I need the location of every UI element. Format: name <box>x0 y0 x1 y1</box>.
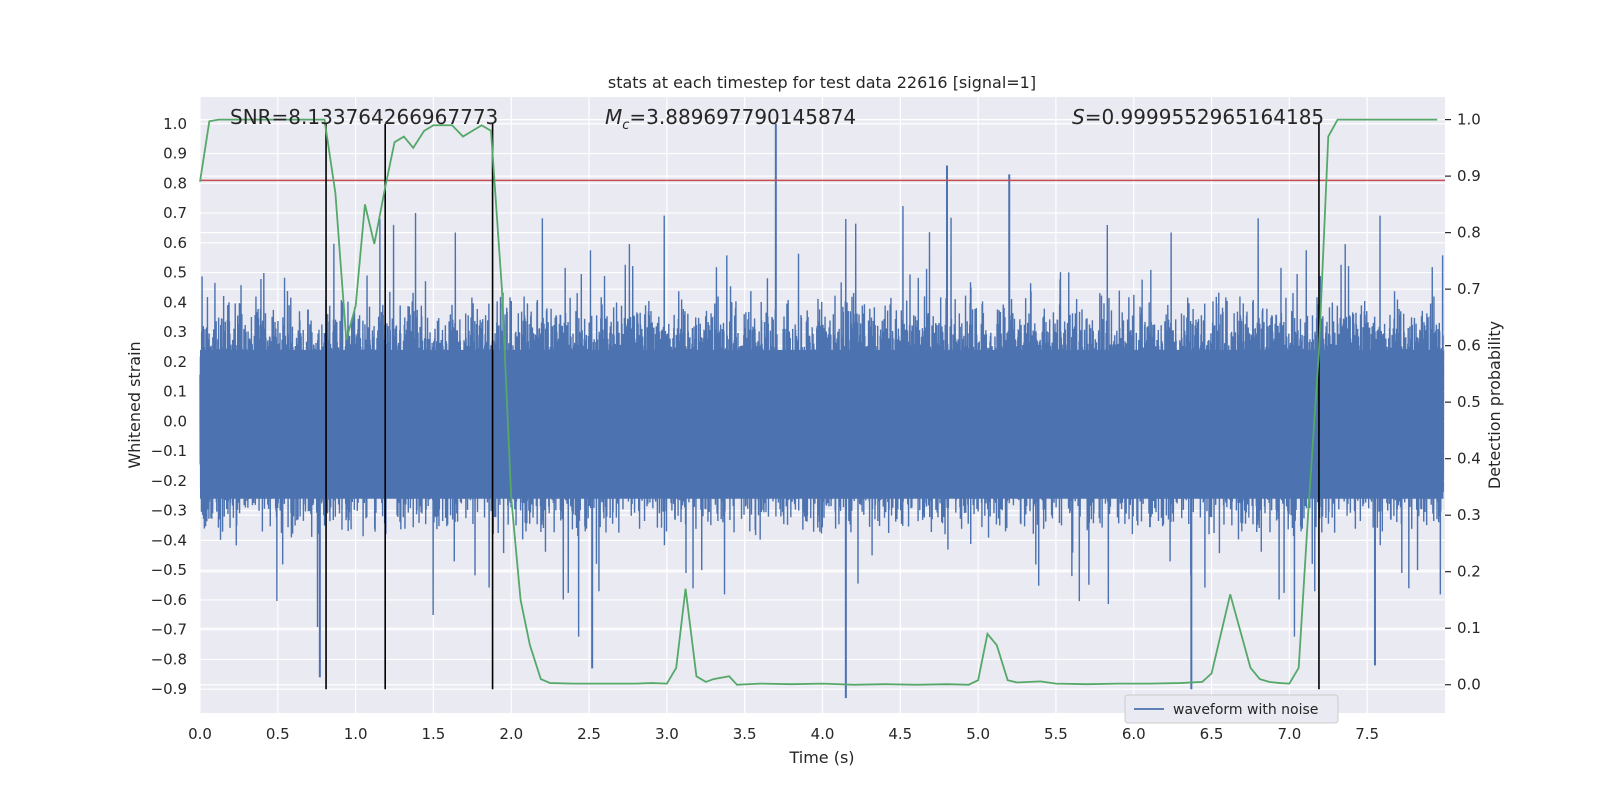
snr-annotation: SNR=8.133764266967773 <box>230 105 498 129</box>
waveform-core <box>200 349 1444 499</box>
x-tick-label-2: 1.0 <box>344 725 368 743</box>
y-left-tick-label-13: −0.3 <box>151 502 187 520</box>
x-tick-label-7: 3.5 <box>733 725 757 743</box>
y-left-tick-label-6: 0.4 <box>163 293 187 311</box>
x-tick-label-1: 0.5 <box>266 725 290 743</box>
y-right-tick-label-8: 0.2 <box>1457 563 1481 581</box>
s-symbol: S <box>1072 105 1085 129</box>
y-left-tick-label-10: 0.0 <box>163 412 187 430</box>
y-right-tick-label-5: 0.5 <box>1457 393 1481 411</box>
chirp-mass-annotation: Mc=3.889697790145874 <box>605 105 856 133</box>
y-left-tick-label-11: −0.1 <box>151 442 187 460</box>
y-left-tick-label-7: 0.3 <box>163 323 187 341</box>
x-tick-label-0: 0.0 <box>188 725 212 743</box>
x-axis-ticks: 0.0 0.5 1.0 1.5 2.0 2.5 3.0 3.5 4.0 4.5 5.0 5.5 6.0 6… <box>188 725 1379 743</box>
y-right-tick-label-4: 0.6 <box>1457 337 1481 355</box>
y-right-tick-label-3: 0.7 <box>1457 280 1481 298</box>
legend-box <box>1124 694 1339 724</box>
y-left-tick-label-8: 0.2 <box>163 353 187 371</box>
x-tick-label-13: 6.5 <box>1200 725 1224 743</box>
y-axis-left-ticks: 1.0 0.9 0.8 0.7 0.6 0.5 0.4 0.3 0.2 0.1 0.0 −0.1 −0.… <box>151 115 187 698</box>
mc-subscript: c <box>622 118 629 133</box>
x-tick-label-15: 7.5 <box>1355 725 1379 743</box>
y-left-tick-label-17: −0.7 <box>151 621 187 639</box>
x-tick-label-10: 5.0 <box>966 725 990 743</box>
y-left-tick-label-4: 0.6 <box>163 234 187 252</box>
y-right-tick-label-2: 0.8 <box>1457 224 1481 242</box>
y-left-tick-label-5: 0.5 <box>163 264 187 282</box>
probability-series <box>199 118 1438 686</box>
y-right-tick-label-0: 1.0 <box>1457 111 1481 129</box>
chart-title: stats at each timestep for test data 226… <box>608 73 1036 92</box>
x-tick-label-8: 4.0 <box>811 725 835 743</box>
y-axis-right-ticks: 1.0 0.9 0.8 0.7 0.6 0.5 0.4 0.3 0.2 0.1 0.0 <box>1445 111 1481 694</box>
x-tick-label-5: 2.5 <box>577 725 601 743</box>
x-axis-label: Time (s) <box>788 748 854 767</box>
y-right-tick-label-6: 0.4 <box>1457 450 1481 468</box>
y-axis-right-label: Detection probability <box>1485 321 1504 489</box>
legend-label: waveform with noise <box>1173 702 1318 718</box>
vertical-markers <box>325 123 1320 690</box>
y-left-tick-label-15: −0.5 <box>151 561 187 579</box>
y-left-tick-label-14: −0.4 <box>151 531 187 549</box>
score-annotation: S=0.9999552965164185 <box>1072 105 1324 129</box>
x-tick-label-12: 6.0 <box>1122 725 1146 743</box>
mc-value: =3.889697790145874 <box>629 105 856 129</box>
x-tick-label-4: 2.0 <box>499 725 523 743</box>
y-left-tick-label-12: −0.2 <box>151 472 187 490</box>
legend: waveform with noise <box>1124 694 1339 724</box>
x-tick-label-9: 4.5 <box>888 725 912 743</box>
x-tick-label-14: 7.0 <box>1277 725 1301 743</box>
y-left-tick-label-0: 1.0 <box>163 115 187 133</box>
y-left-tick-label-1: 0.9 <box>163 145 187 163</box>
probability-line <box>199 118 1438 686</box>
y-left-tick-label-9: 0.1 <box>163 383 187 401</box>
y-right-tick-label-7: 0.3 <box>1457 506 1481 524</box>
x-tick-label-6: 3.0 <box>655 725 679 743</box>
y-right-tick-label-10: 0.0 <box>1457 676 1481 694</box>
y-left-tick-label-19: −0.9 <box>151 680 187 698</box>
y-left-tick-label-18: −0.8 <box>151 650 187 668</box>
y-left-tick-label-16: −0.6 <box>151 591 187 609</box>
x-tick-label-3: 1.5 <box>422 725 446 743</box>
y-right-tick-label-9: 0.1 <box>1457 619 1481 637</box>
x-tick-label-11: 5.5 <box>1044 725 1068 743</box>
y-left-tick-label-2: 0.8 <box>163 174 187 192</box>
y-left-tick-label-3: 0.7 <box>163 204 187 222</box>
y-right-tick-label-1: 0.9 <box>1457 167 1481 185</box>
s-value: =0.9999552965164185 <box>1085 105 1324 129</box>
mc-symbol: M <box>605 105 622 129</box>
waveform-series <box>199 123 1445 699</box>
y-axis-left-label: Whitened strain <box>125 341 144 468</box>
